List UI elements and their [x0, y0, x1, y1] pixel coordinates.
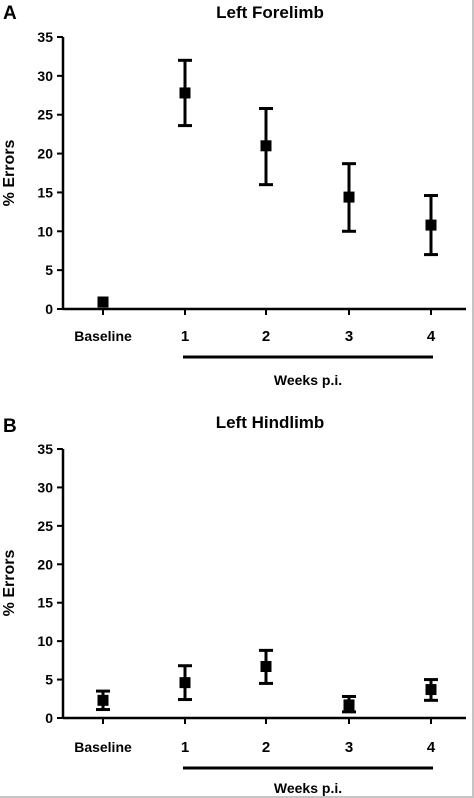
- panel-a-label: A: [3, 3, 17, 24]
- panel-b-xtick-label: 3: [345, 739, 353, 756]
- panel-a-data-point: [343, 191, 355, 203]
- panel-a-xtick-label: 3: [345, 328, 353, 345]
- panel-b-data-point: [343, 699, 355, 711]
- panel-a-data-point: [425, 219, 437, 231]
- panel-b-ytick-label: 5: [45, 672, 53, 688]
- panel-a-ytick-label: 25: [37, 107, 53, 123]
- panel-a-ytick-label: 0: [45, 301, 53, 317]
- panel-a-xtick-label: 1: [181, 328, 189, 345]
- panel-a-xtick-label: 4: [427, 328, 436, 345]
- panel-b-weeks-label: Weeks p.i.: [274, 780, 342, 796]
- panel-b-ytick-label: 10: [37, 633, 53, 649]
- panel-a-ytick-label: 5: [45, 262, 53, 278]
- panel-a-title: Left Forelimb: [216, 3, 324, 22]
- panel-a-ylabel: % Errors: [1, 140, 18, 207]
- panel-b-xtick-label: 4: [427, 739, 436, 756]
- panel-a-data-point: [97, 296, 109, 308]
- panel-b-data-point: [179, 677, 191, 689]
- panel-b-ylabel: % Errors: [1, 550, 18, 617]
- panel-a-ytick-label: 30: [37, 68, 53, 84]
- panel-b-ytick-label: 20: [37, 556, 53, 572]
- panel-a-data-point: [260, 140, 272, 152]
- panel-b-ytick-label: 30: [37, 479, 53, 495]
- panel-a-ytick-label: 10: [37, 223, 53, 239]
- panel-b-ytick-label: 15: [37, 595, 53, 611]
- panel-b-ytick-label: 35: [37, 441, 53, 457]
- panel-b-xtick-label: Baseline: [74, 739, 132, 755]
- panel-a-data-point: [179, 87, 191, 99]
- panel-a-ytick-label: 15: [37, 184, 53, 200]
- panel-a-weeks-label: Weeks p.i.: [274, 372, 342, 388]
- panel-b-title: Left Hindlimb: [216, 413, 325, 432]
- panel-a-ytick-label: 35: [37, 29, 53, 45]
- panel-b-data-point: [425, 684, 437, 696]
- panel-b-label: B: [3, 416, 17, 437]
- panel-b-data-point: [260, 661, 272, 673]
- panel-b-xtick-label: 1: [181, 739, 189, 756]
- panel-b-data-point: [97, 694, 109, 706]
- panel-b-ytick-label: 0: [45, 710, 53, 726]
- panel-a-xtick-label: 2: [262, 328, 270, 345]
- panel-b-xtick-label: 2: [262, 739, 270, 756]
- panel-a-ytick-label: 20: [37, 146, 53, 162]
- panel-b-ytick-label: 25: [37, 518, 53, 534]
- panel-a-xtick-label: Baseline: [74, 328, 132, 344]
